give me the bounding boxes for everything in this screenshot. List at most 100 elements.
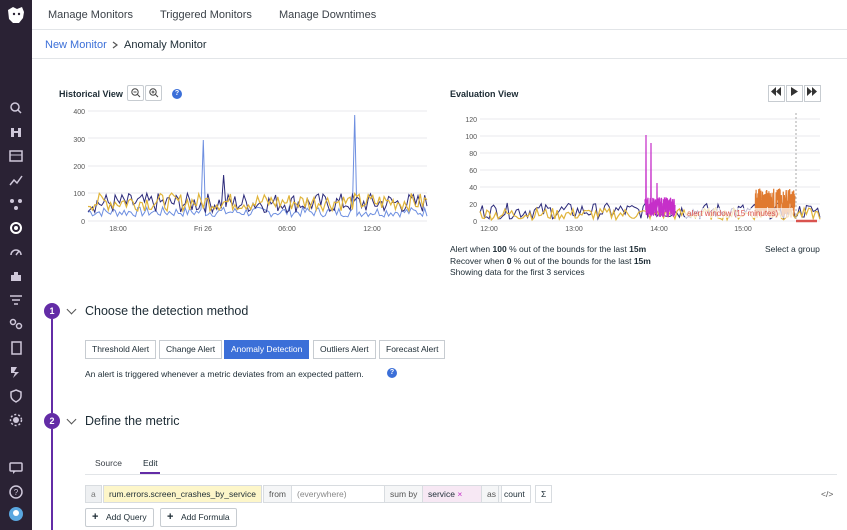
synthetics-icon[interactable]	[8, 364, 24, 380]
historical-chart: 400 300 200 100 0 18:00 Fri 26 06:00 12:…	[73, 109, 428, 233]
plus-icon: +	[92, 511, 99, 523]
zoom-out-button[interactable]	[127, 85, 144, 101]
alert-window-bg	[685, 208, 793, 218]
as-label: as	[481, 485, 502, 503]
tab-edit[interactable]: Edit	[143, 458, 158, 468]
eval-ytick: 80	[469, 151, 477, 158]
hist-xtick: 12:00	[363, 226, 381, 233]
sigma-function-button[interactable]: Σ	[535, 485, 553, 503]
rewind-button[interactable]	[768, 85, 785, 102]
eval-xtick: 12:00	[480, 226, 498, 233]
outliers-alert-option[interactable]: Outliers Alert	[313, 340, 376, 359]
chevron-down-icon[interactable]	[66, 304, 77, 315]
historical-view-title: Historical View	[59, 89, 123, 99]
hist-xtick: 18:00	[109, 226, 127, 233]
tab-manage-monitors[interactable]: Manage Monitors	[48, 9, 133, 21]
remove-tag-icon[interactable]: ×	[457, 489, 463, 499]
fast-forward-button[interactable]	[804, 85, 821, 102]
svg-text:?: ?	[14, 488, 19, 497]
alert-window-label: alert window (15 minutes)	[687, 209, 778, 218]
anomaly-detection-option[interactable]: Anomaly Detection	[224, 340, 310, 359]
sum-by-tag[interactable]: service ×	[422, 485, 482, 503]
chat-icon[interactable]	[8, 460, 24, 476]
eval-ytick: 20	[469, 202, 477, 209]
series-line-navy	[87, 174, 428, 215]
breadcrumb: New Monitor Anomaly Monitor	[32, 30, 847, 59]
plus-icon: +	[167, 511, 174, 523]
help-icon[interactable]: ?	[8, 484, 24, 500]
user-avatar-icon[interactable]	[8, 506, 24, 522]
hist-ytick: 0	[81, 219, 85, 226]
eval-xtick: 13:00	[565, 226, 583, 233]
tab-manage-downtimes[interactable]: Manage Downtimes	[279, 9, 377, 21]
zoom-in-button[interactable]	[145, 85, 162, 101]
step-2-badge: 2	[44, 413, 60, 429]
settings-icon[interactable]	[8, 412, 24, 428]
series-line-blue	[87, 114, 428, 219]
detection-description: An alert is triggered whenever a metric …	[85, 369, 364, 379]
series-line-gold	[87, 191, 428, 213]
logo-dog-icon[interactable]	[5, 4, 27, 26]
security-icon[interactable]	[8, 388, 24, 404]
binoculars-icon[interactable]	[8, 124, 24, 140]
eval-ytick: 60	[469, 168, 477, 175]
step-connector	[51, 429, 53, 530]
from-input[interactable]: (everywhere)	[291, 485, 385, 503]
alert-condition: Alert when 100 % out of the bounds for t…	[450, 244, 647, 254]
logs-icon[interactable]	[8, 292, 24, 308]
play-button[interactable]	[786, 85, 803, 102]
hist-ytick: 100	[73, 191, 85, 198]
zoom-out-icon	[131, 88, 141, 98]
eval-xtick: 15:00	[734, 226, 752, 233]
search-icon[interactable]	[8, 100, 24, 116]
infrastructure-icon[interactable]	[8, 172, 24, 188]
hist-ytick: 200	[73, 164, 85, 171]
fast-forward-icon	[807, 87, 817, 96]
select-group[interactable]: Select a group	[765, 244, 820, 254]
eval-ytick: 120	[465, 117, 477, 124]
add-formula-button[interactable]: + Add Formula	[160, 508, 237, 527]
from-label: from	[263, 485, 292, 503]
eval-ytick: 100	[465, 134, 477, 141]
detection-help-icon[interactable]: ?	[387, 368, 397, 378]
notebook-icon[interactable]	[8, 340, 24, 356]
evaluation-view-title: Evaluation View	[450, 89, 519, 99]
sidebar: ?	[0, 0, 32, 530]
rewind-icon	[771, 87, 781, 96]
active-tab-indicator	[140, 472, 160, 474]
monitors-icon[interactable]	[8, 220, 24, 236]
hist-ytick: 400	[73, 109, 85, 116]
integrations-icon[interactable]	[8, 268, 24, 284]
top-nav: Manage Monitors Triggered Monitors Manag…	[32, 0, 847, 30]
step-1-title: Choose the detection method	[85, 304, 249, 318]
threshold-alert-option[interactable]: Threshold Alert	[85, 340, 157, 359]
tab-source[interactable]: Source	[95, 458, 122, 468]
forecast-alert-option[interactable]: Forecast Alert	[379, 340, 446, 359]
tab-triggered-monitors[interactable]: Triggered Monitors	[160, 9, 252, 21]
subtab-divider	[85, 474, 837, 475]
rum-icon[interactable]	[8, 244, 24, 260]
evaluation-chart: 120 100 80 60 40 20 0 12:00 13:00 14:00 …	[465, 113, 821, 233]
chevron-down-icon[interactable]	[66, 414, 77, 425]
play-icon	[791, 87, 798, 96]
breadcrumb-new-monitor[interactable]: New Monitor	[45, 39, 107, 51]
historical-help-icon[interactable]: ?	[172, 89, 182, 99]
aggregation-select[interactable]: count	[498, 485, 531, 503]
chevron-right-icon	[112, 41, 118, 49]
code-toggle-icon[interactable]: </>	[821, 489, 834, 499]
breadcrumb-current: Anomaly Monitor	[124, 39, 207, 51]
metric-selector[interactable]: rum.errors.screen_crashes_by_service	[103, 485, 262, 503]
change-alert-option[interactable]: Change Alert	[159, 340, 223, 359]
step-2-title: Define the metric	[85, 414, 180, 428]
link-icon[interactable]	[8, 316, 24, 332]
dashboard-icon[interactable]	[8, 148, 24, 164]
apm-icon[interactable]	[8, 196, 24, 212]
hist-xtick: Fri 26	[194, 226, 212, 233]
sum-by-label: sum by	[384, 485, 424, 503]
showing-data-note: Showing data for the first 3 services	[450, 267, 585, 277]
step-1-badge: 1	[44, 303, 60, 319]
query-letter: a	[85, 485, 102, 503]
step-connector	[51, 319, 53, 413]
recover-condition: Recover when 0 % out of the bounds for t…	[450, 256, 651, 266]
add-query-button[interactable]: + Add Query	[85, 508, 154, 527]
